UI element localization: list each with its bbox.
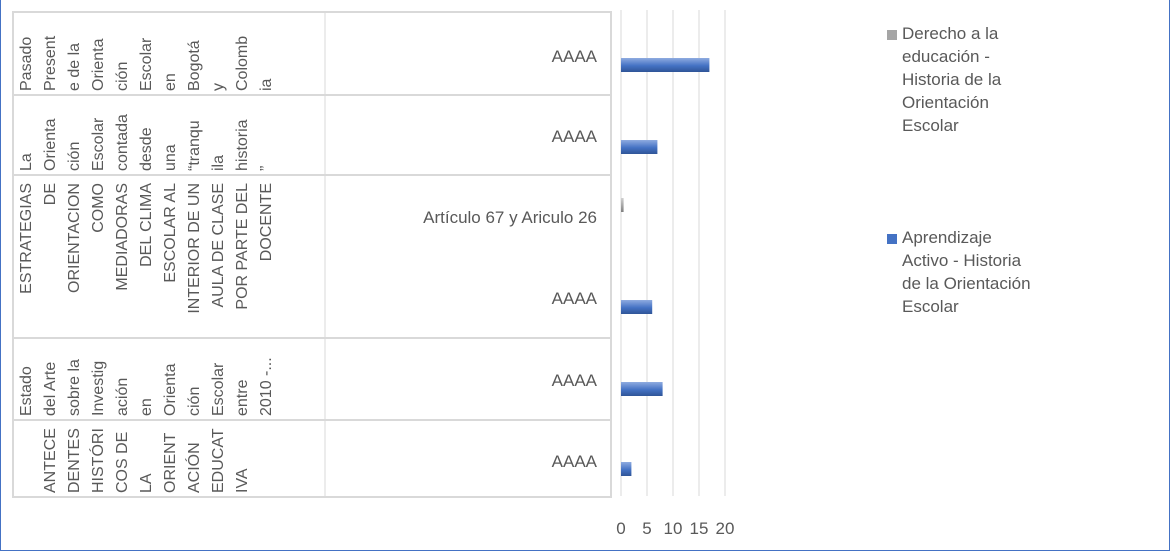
category-label-line: INTERIOR DE UN <box>186 183 203 314</box>
legend-line: Orientación <box>902 93 989 112</box>
category-label-line: Bogotá <box>186 40 203 91</box>
legend-label-derecho: Derecho a la educación - Historia de la … <box>902 22 1047 137</box>
category-label-line: y <box>210 83 227 91</box>
category-inner-label: AAAA <box>552 127 598 146</box>
x-tick-label: 5 <box>642 519 651 538</box>
category-label-line: ORIENT <box>162 432 179 493</box>
category-label-line: EDUCAT <box>210 428 227 493</box>
category-label-line: ila <box>210 155 227 171</box>
category-label-line: Estado <box>18 366 35 416</box>
category-label-line: ESCOLAR AL <box>162 183 179 283</box>
category-label-line: COMO <box>90 183 107 233</box>
category-label-line: Investig <box>90 361 107 416</box>
category-label-line: ación <box>114 378 131 416</box>
category-label-line: POR PARTE DEL <box>234 183 251 310</box>
legend-line: Historia de la <box>902 70 1002 89</box>
legend-line: Activo - Historia <box>902 251 1022 270</box>
category-label-line: MEDIADORAS <box>114 183 131 291</box>
category-label-line: ORIENTACION <box>66 183 83 293</box>
category-label-line: ANTECE <box>42 428 59 493</box>
category-label-line: ESTRATEGIAS <box>18 183 35 294</box>
category-label-line: en <box>162 73 179 91</box>
category-label-line: “tranqu <box>186 120 203 171</box>
bar <box>621 140 658 154</box>
category-label-line: COS DE <box>114 432 131 493</box>
category-label-line: AULA DE CLASE <box>210 183 227 308</box>
category-label-line: contada <box>114 114 131 171</box>
x-tick-label: 15 <box>690 519 709 538</box>
category-label-line: LA <box>138 473 155 493</box>
category-label-line: ” <box>258 166 275 171</box>
category-label-line: en <box>138 398 155 416</box>
bar <box>621 462 632 476</box>
bar <box>621 300 653 314</box>
legend-swatch-aprendizaje <box>887 234 897 244</box>
legend-line: Derecho a la <box>902 24 999 43</box>
legend-entry-aprendizaje[interactable]: Aprendizaje Activo - Historia de la Orie… <box>887 226 1047 318</box>
category-label-line: Present <box>42 35 59 91</box>
legend-label-aprendizaje: Aprendizaje Activo - Historia de la Orie… <box>902 226 1047 318</box>
category-label-line: DOCENTE <box>258 183 275 261</box>
legend-entry-derecho[interactable]: Derecho a la educación - Historia de la … <box>887 22 1047 137</box>
category-label-line: una <box>162 144 179 171</box>
category-label-line: Escolar <box>138 37 155 91</box>
bar <box>621 198 624 212</box>
category-label-line: IVA <box>234 468 251 493</box>
category-label-line: desde <box>138 127 155 171</box>
category-label-line: entre <box>234 379 251 416</box>
category-label-line: sobre la <box>66 359 83 416</box>
category-label-line: La <box>18 153 35 171</box>
category-label-line: Orienta <box>90 38 107 91</box>
category-inner-label: AAAA <box>552 289 598 308</box>
legend-line: educación - <box>902 47 990 66</box>
legend-line: Escolar <box>902 116 959 135</box>
category-label-line: Escolar <box>210 362 227 416</box>
x-tick-label: 0 <box>616 519 625 538</box>
category-label-line: DEL CLIMA <box>138 183 155 267</box>
category-table-border <box>12 11 612 498</box>
x-tick-label: 20 <box>716 519 735 538</box>
category-label-line: HISTÓRI <box>88 428 107 493</box>
category-label-line: 2010 -... <box>258 357 275 416</box>
category-label-line: ia <box>258 78 275 91</box>
category-label-line: e de la <box>66 43 83 91</box>
category-inner-label: Artículo 67 y Ariculo 26 <box>423 208 597 227</box>
category-inner-label: AAAA <box>552 452 598 471</box>
category-label-line: ción <box>186 387 203 416</box>
legend-line: Escolar <box>902 297 959 316</box>
legend-line: de la Orientación <box>902 274 1031 293</box>
category-label-line: ción <box>66 142 83 171</box>
category-label-line: Orienta <box>42 118 59 171</box>
legend-swatch-derecho <box>887 30 897 40</box>
category-label-line: Pasado <box>18 37 35 91</box>
category-label-line: Colomb <box>234 36 251 91</box>
x-tick-label: 10 <box>664 519 683 538</box>
category-label-line: del Arte <box>42 362 59 416</box>
legend-line: Aprendizaje <box>902 228 992 247</box>
category-label-line: ción <box>114 62 131 91</box>
category-label-line: DE <box>42 183 59 205</box>
category-inner-label: AAAA <box>552 371 598 390</box>
bar <box>621 382 663 396</box>
bar <box>621 58 710 72</box>
category-label-line: DENTES <box>66 428 83 493</box>
category-label-line: historia <box>234 119 251 171</box>
category-inner-label: AAAA <box>552 47 598 66</box>
category-label-line: Orienta <box>162 363 179 416</box>
category-label-line: Escolar <box>90 117 107 171</box>
category-label-line: ACIÓN <box>184 442 203 493</box>
